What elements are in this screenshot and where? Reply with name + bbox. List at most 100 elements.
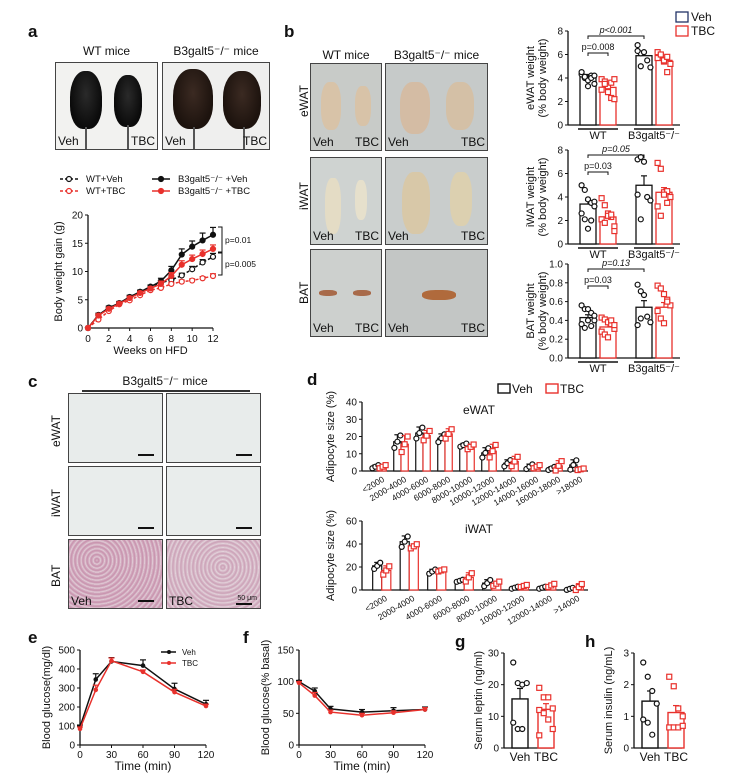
ewat-adipocyte-chart-data-point (448, 426, 455, 433)
ewat-weight-chart-data-point (601, 80, 608, 87)
photo-label-tbc: TBC (461, 321, 485, 335)
histology-ewat-veh (68, 393, 163, 463)
histology-label-tbc: TBC (169, 594, 193, 608)
ewat-adipocyte-chart-data-point (398, 448, 405, 456)
ewat-adipocyte-chart-data-point (391, 444, 398, 451)
gtt-chart-x-tick-label: 30 (106, 750, 118, 761)
ewat-adipocyte-chart-data-point (567, 466, 574, 473)
legend-label: WT+TBC (86, 186, 125, 197)
weight-data-point (147, 285, 154, 292)
insulin-chart-data-point (649, 731, 656, 738)
ewat-adipocyte-chart-y-tick-label: 0 (351, 467, 357, 478)
weight-data-point (199, 275, 206, 282)
scale-bar (236, 603, 252, 605)
p-value-label: p=0.01 (225, 235, 252, 245)
photo-label-veh: Veh (388, 135, 409, 149)
bat-weight-chart-y-tick-label: 0.8 (549, 278, 563, 289)
iwat-weight-chart-data-point (637, 216, 644, 223)
bat-weight-chart-data-point (637, 288, 644, 295)
weight-chart-x-tick-label: 6 (148, 334, 154, 345)
ewat-weight-chart-category-label: B3galt5⁻/⁻ (628, 130, 680, 142)
weight-data-point (178, 278, 185, 285)
iwat-weight-chart-data-point (581, 186, 588, 194)
iwat-weight-chart-data-point (578, 210, 585, 217)
weight-data-point (178, 261, 185, 268)
bat-weight-chart-y-tick-label: 0.6 (549, 297, 563, 308)
iwat-adipocyte-chart-data-point (404, 533, 411, 540)
ewat-weight-chart-data-point (667, 60, 674, 68)
iwat-weight-chart-data-point (578, 182, 585, 189)
gtt-chart-x-tick-label: 120 (198, 750, 215, 761)
mouse-ko-veh (173, 69, 213, 129)
legend-marker (157, 187, 165, 195)
itt-chart-series-line (298, 682, 426, 716)
iwat-weight-chart-category-label: WT (589, 249, 606, 261)
photo-label-tbc: TBC (243, 134, 267, 148)
ewat-weight-chart-data-point (598, 86, 605, 93)
bat-weight-chart-y-label: BAT weight (525, 283, 537, 338)
ewat-adipocyte-chart-data-point (486, 454, 493, 461)
iwat-weight-chart-y-tick-label: 0 (557, 240, 563, 251)
histology-bat-veh: Veh (68, 539, 163, 609)
leptin-chart-data-point (536, 732, 543, 739)
bat-weight-chart-data-point (647, 319, 654, 326)
insulin-chart-data-point (670, 683, 677, 690)
ewat-weight-chart-data-point (664, 69, 671, 76)
weight-chart-y-label: Body weight gain (g) (53, 221, 65, 321)
bat-weight-chart-data-point (591, 312, 598, 319)
leptin-chart-y-tick-label: 10 (488, 712, 500, 723)
iwat-adipocyte-chart-data-point (413, 541, 420, 548)
iwat-adipocyte-chart-y-tick-label: 20 (346, 563, 358, 574)
ewat-weight-chart-data-point (644, 57, 651, 64)
legend-marker (65, 187, 73, 195)
scale-bar (236, 527, 252, 529)
ewat-weight-chart-p-bracket (587, 52, 609, 56)
weight-data-point (178, 272, 185, 279)
leptin-chart-data-point (523, 679, 530, 687)
leptin-chart-y-tick-label: 0 (493, 744, 499, 755)
ewat-adipocyte-chart-data-point (401, 441, 408, 448)
iwat-adipocyte-chart-data-point (386, 563, 393, 570)
iwat-weight-chart-data-point (601, 202, 608, 209)
legend-label: TBC (182, 659, 198, 668)
iwat-weight-chart-data-point (598, 216, 605, 223)
scale-bar (138, 527, 154, 529)
ewat-weight-chart-y-tick-label: 8 (557, 27, 563, 38)
panel-letter-g: g (455, 632, 466, 651)
ewat-weight-chart-y-tick-label: 6 (557, 50, 563, 61)
bat-weight-chart-category-label: WT (589, 363, 606, 375)
gtt-chart-data-point (172, 689, 177, 695)
gtt-chart-y-tick-label: 0 (69, 741, 75, 752)
gtt-chart-y-tick-label: 400 (58, 665, 75, 676)
leptin-chart-data-point (510, 719, 517, 726)
ewat-adipocyte-chart-data-point (394, 438, 401, 445)
iwat-weight-chart-data-point (647, 197, 654, 204)
photo-label-tbc: TBC (131, 134, 155, 148)
ewat-weight-chart-p-bracket-label: p<0.001 (599, 25, 633, 35)
ewat-weight-chart-data-point (591, 80, 598, 87)
iwat-adipocyte-chart-x-tick-label: >14000 (551, 593, 581, 616)
leptin-chart-data-point (519, 725, 526, 733)
weight-data-point (116, 300, 123, 307)
bat-weight-chart-data-point (611, 322, 618, 329)
ewat-weight-chart-y-tick-label: 4 (557, 74, 563, 85)
iwat-weight-chart-data-point (584, 225, 592, 232)
mouse-photo-ko: Veh TBC (162, 62, 270, 150)
histology-ewat-tbc (166, 393, 261, 463)
panel-letter-d: d (307, 370, 318, 389)
iwat-weight-chart-data-point (598, 195, 605, 202)
itt-chart-y-tick-label: 50 (283, 709, 295, 720)
ewat-adipocyte-chart-data-point (573, 457, 580, 464)
itt-chart-data-point (359, 712, 365, 718)
ewat-adipocyte-chart-data-point (558, 458, 565, 465)
weight-data-point (95, 312, 102, 319)
col-title-wt: WT mice (322, 48, 370, 62)
ewat-adipocyte-chart-data-point (536, 462, 543, 469)
insulin-chart-y-tick-label: 1 (623, 712, 629, 723)
itt-chart-data-point (312, 693, 318, 698)
weight-chart-x-tick-label: 4 (127, 334, 133, 345)
iwat-weight-chart-p-bracket-label: p=0.03 (584, 161, 612, 171)
legend-label: B3galt5⁻/⁻ +Veh (178, 174, 247, 185)
ewat-weight-chart-data-point (591, 72, 598, 79)
bat-weight-chart-data-point (667, 302, 674, 309)
